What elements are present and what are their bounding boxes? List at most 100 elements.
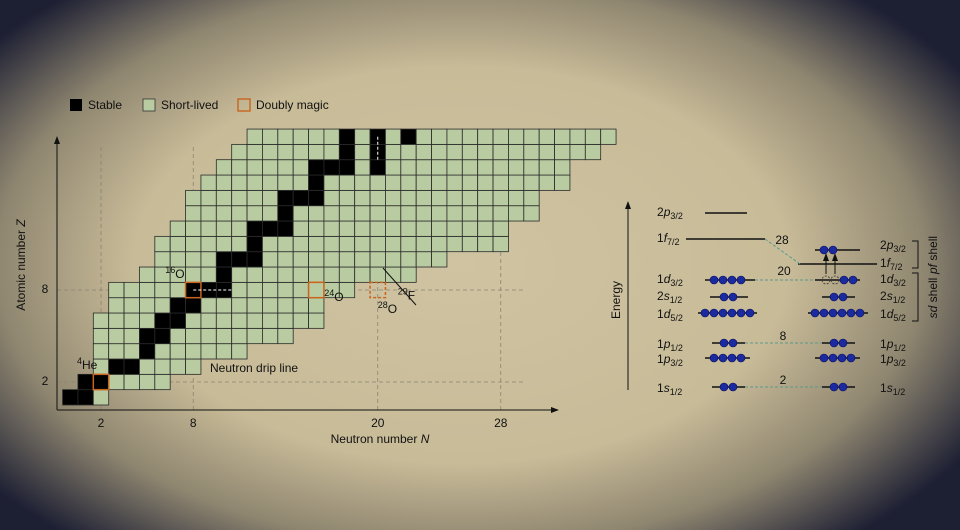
- short-lived-cell: [200, 205, 217, 222]
- short-lived-cell: [508, 205, 525, 222]
- legend-label: Short-lived: [161, 98, 218, 112]
- short-lived-cell: [277, 327, 294, 345]
- level-j: 1/2: [670, 387, 683, 397]
- short-lived-cell: [523, 174, 540, 191]
- short-lived-cell: [139, 373, 156, 391]
- short-lived-cell: [431, 189, 448, 207]
- short-lived-cell: [431, 174, 448, 191]
- short-lived-cell: [523, 159, 540, 176]
- short-lived-cell: [415, 205, 432, 222]
- short-lived-cell: [477, 205, 494, 222]
- level-n: 1: [880, 381, 887, 395]
- short-lived-cell: [169, 235, 186, 253]
- short-lived-cell: [477, 235, 494, 253]
- short-lived-cell: [461, 189, 479, 207]
- short-lived-cell: [323, 143, 340, 161]
- stable-cell: [277, 220, 294, 237]
- short-lived-cell: [446, 189, 463, 207]
- short-lived-cell: [323, 235, 340, 253]
- short-lived-cell: [569, 128, 586, 145]
- legend-swatch: [70, 99, 82, 111]
- short-lived-cell: [139, 312, 156, 329]
- stable-cell: [323, 159, 340, 176]
- short-lived-cell: [139, 266, 156, 283]
- short-lived-cell: [246, 189, 263, 207]
- short-lived-cell: [415, 159, 432, 176]
- short-lived-cell: [385, 251, 402, 268]
- level-j: 3/2: [893, 278, 906, 288]
- gap-label: 2: [780, 373, 787, 387]
- short-lived-cell: [338, 174, 356, 191]
- short-lived-cell: [385, 205, 402, 222]
- short-lived-cell: [292, 281, 309, 299]
- short-lived-cell: [338, 205, 356, 222]
- short-lived-cell: [231, 343, 248, 360]
- short-lived-cell: [215, 327, 233, 345]
- short-lived-cell: [231, 143, 248, 161]
- short-lived-cell: [292, 143, 309, 161]
- short-lived-cell: [231, 327, 248, 345]
- short-lived-cell: [169, 358, 186, 375]
- mass-number: 16: [165, 265, 175, 275]
- short-lived-cell: [523, 205, 540, 222]
- short-lived-cell: [231, 266, 248, 283]
- short-lived-cell: [231, 297, 248, 314]
- short-lived-cell: [154, 297, 171, 314]
- level-j: 3/2: [893, 244, 906, 254]
- element-symbol: He: [82, 358, 98, 372]
- level-j: 3/2: [670, 278, 683, 288]
- short-lived-cell: [385, 174, 402, 191]
- level-l: p: [663, 352, 671, 366]
- level-l: p: [886, 337, 894, 351]
- short-lived-cell: [492, 159, 509, 176]
- short-lived-cell: [308, 235, 325, 253]
- short-lived-cell: [400, 205, 417, 222]
- short-lived-cell: [477, 143, 494, 161]
- short-lived-cell: [446, 220, 463, 237]
- short-lived-cell: [508, 174, 525, 191]
- short-lived-cell: [446, 143, 463, 161]
- level-label: 2s1/2: [657, 289, 682, 305]
- short-lived-cell: [154, 358, 171, 375]
- short-lived-cell: [292, 251, 309, 268]
- stable-cell: [92, 373, 110, 391]
- shell-brackets: [912, 240, 919, 322]
- short-lived-cell: [400, 143, 417, 161]
- short-lived-cell: [92, 343, 110, 360]
- short-lived-cell: [492, 174, 509, 191]
- level-label: 1f7/2: [657, 231, 680, 247]
- x-tick-label: 8: [190, 416, 197, 430]
- short-lived-cell: [277, 235, 294, 253]
- short-lived-cell: [185, 327, 202, 345]
- short-lived-cell: [92, 312, 110, 329]
- short-lived-cell: [215, 205, 233, 222]
- short-lived-cell: [123, 343, 140, 360]
- short-lived-cell: [308, 143, 325, 161]
- level-n: 2: [657, 289, 664, 303]
- short-lived-cell: [154, 373, 171, 391]
- short-lived-cell: [123, 297, 140, 314]
- short-lived-cell: [477, 174, 494, 191]
- short-lived-cell: [354, 159, 371, 176]
- short-lived-cell: [200, 235, 217, 253]
- level-label: 1p3/2: [657, 352, 683, 368]
- stable-cell: [139, 327, 156, 345]
- level-l: d: [887, 307, 894, 321]
- short-lived-cell: [338, 266, 356, 283]
- stable-cell: [77, 389, 94, 406]
- level-n: 1: [657, 272, 664, 286]
- short-lived-cell: [277, 128, 294, 145]
- stable-cell: [215, 266, 233, 283]
- doubly-magic-box: [369, 281, 387, 299]
- stable-cell: [308, 189, 325, 207]
- level-l: d: [887, 272, 894, 286]
- short-lived-cell: [369, 174, 386, 191]
- short-lived-cell: [400, 266, 417, 283]
- short-lived-cell: [200, 327, 217, 345]
- short-lived-cell: [354, 189, 371, 207]
- short-lived-cell: [446, 205, 463, 222]
- short-lived-cell: [369, 251, 386, 268]
- short-lived-cell: [431, 220, 448, 237]
- short-lived-cell: [492, 235, 509, 253]
